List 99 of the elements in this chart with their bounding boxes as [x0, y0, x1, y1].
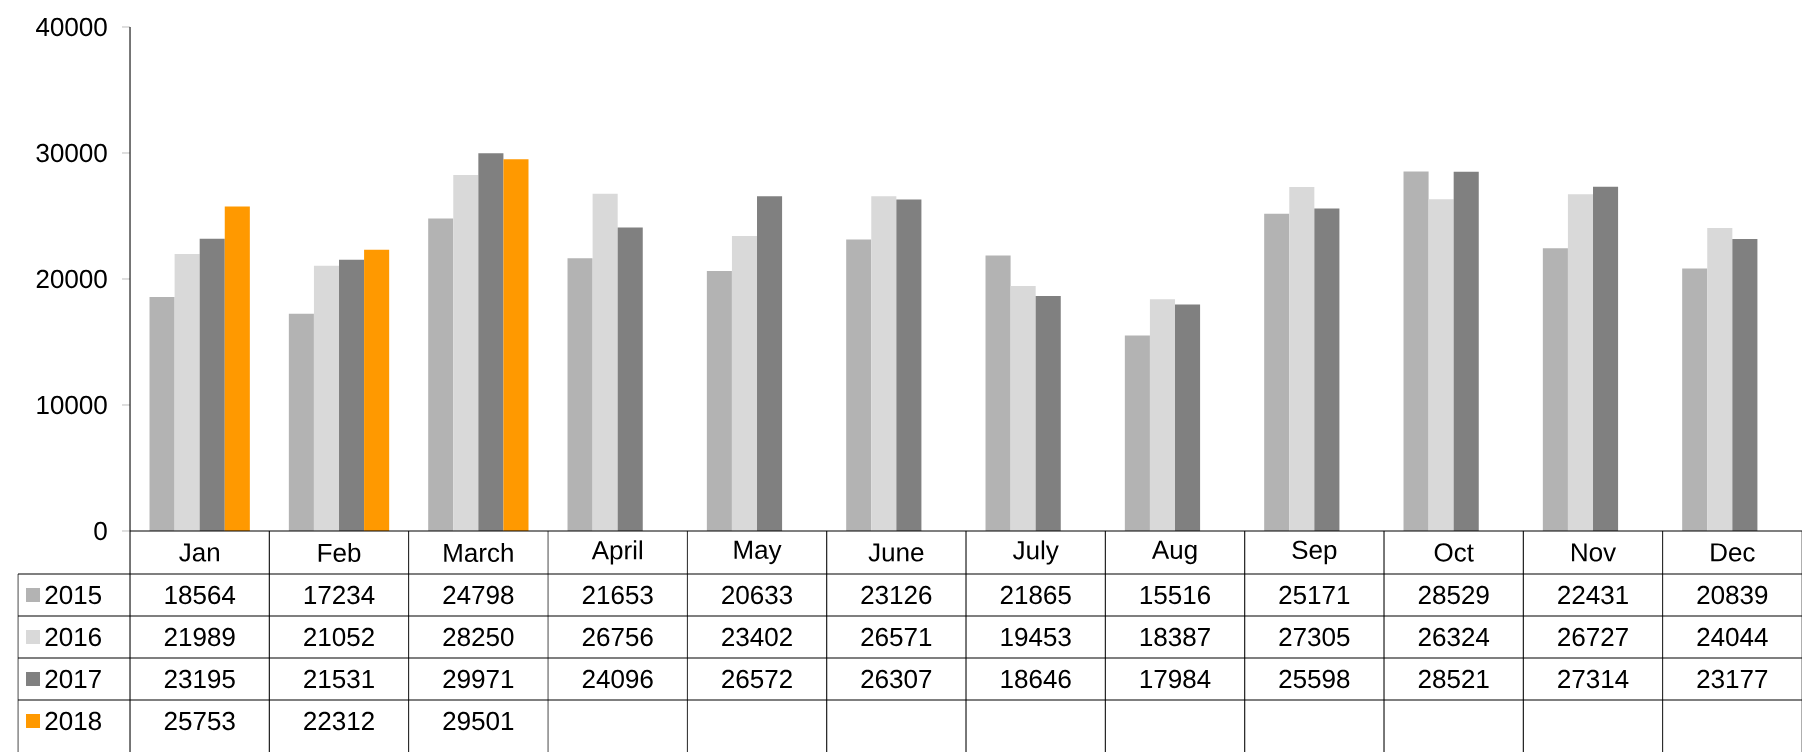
data-label: 23195 — [164, 669, 235, 689]
bar — [1542, 248, 1568, 531]
data-label: 27314 — [1558, 669, 1629, 689]
bar — [364, 249, 390, 531]
bar — [871, 196, 897, 531]
data-label: 23402 — [722, 627, 792, 647]
bar — [1593, 186, 1619, 531]
bar — [1453, 171, 1479, 531]
data-label: 21865 — [1000, 585, 1071, 605]
bar — [1428, 199, 1454, 531]
bar — [617, 227, 643, 531]
data-label: 18646 — [1001, 669, 1071, 689]
data-label: 18564 — [165, 585, 236, 605]
bar — [1707, 228, 1733, 531]
bar — [288, 313, 314, 531]
data-label: 26571 — [861, 627, 932, 647]
bar — [1403, 171, 1429, 531]
bar — [313, 265, 340, 531]
data-label: 22312 — [304, 711, 374, 731]
y-tick-label: 20000 — [36, 269, 107, 289]
data-label: 15516 — [1140, 585, 1210, 605]
bar — [567, 258, 593, 531]
bar — [1289, 186, 1315, 531]
bar — [149, 297, 175, 531]
bar — [1314, 208, 1340, 531]
legend-label: 2016 — [45, 627, 101, 647]
data-label: 24044 — [1697, 627, 1768, 647]
data-label: 19453 — [1001, 627, 1071, 647]
bar — [428, 218, 454, 531]
x-tick-label: Aug — [1151, 540, 1197, 565]
data-label: 26307 — [861, 669, 932, 689]
x-tick-label: June — [868, 543, 924, 562]
x-tick-label: March — [444, 542, 513, 563]
bar — [757, 196, 783, 531]
bar — [503, 159, 529, 531]
data-label: 17984 — [1140, 669, 1211, 689]
data-label: 29971 — [443, 669, 514, 689]
bar — [453, 175, 479, 531]
data-label: 20839 — [1697, 585, 1768, 605]
data-label: 21989 — [164, 627, 235, 647]
x-tick-label: Dec — [1711, 543, 1755, 562]
legend-label: 2018 — [45, 711, 101, 731]
data-label: 26572 — [722, 669, 792, 689]
data-label: 25171 — [1279, 585, 1350, 605]
data-label: 26756 — [582, 627, 653, 647]
data-label: 28529 — [1418, 585, 1489, 605]
x-tick-label: April — [591, 540, 642, 565]
data-label: 21653 — [582, 585, 653, 605]
data-label: 23177 — [1697, 669, 1768, 689]
bar — [846, 239, 872, 531]
x-tick-label: Feb — [318, 542, 361, 563]
data-label: 18387 — [1140, 627, 1210, 647]
y-tick-label: 10000 — [37, 395, 107, 415]
data-label: 25753 — [164, 711, 235, 731]
bar — [1175, 304, 1201, 531]
bar — [1682, 268, 1708, 531]
bar — [224, 206, 250, 531]
bar — [1010, 285, 1036, 531]
bar — [706, 271, 732, 531]
data-label: 24798 — [443, 585, 514, 605]
x-tick-label: Sep — [1292, 540, 1337, 565]
data-label: 24096 — [582, 669, 653, 689]
bar — [1035, 296, 1061, 531]
data-label: 28250 — [443, 627, 514, 647]
data-label: 29501 — [443, 711, 514, 731]
x-tick-label: July — [1012, 540, 1059, 565]
data-label: 23126 — [861, 585, 932, 605]
data-label: 20633 — [722, 585, 793, 605]
bar — [1149, 299, 1176, 531]
data-label: 17234 — [304, 585, 375, 605]
bar — [1567, 194, 1594, 531]
y-tick-label: 0 — [94, 521, 107, 541]
y-tick-label: 40000 — [36, 17, 107, 37]
bar — [339, 259, 365, 531]
bar — [1124, 335, 1150, 531]
y-tick-label: 30000 — [36, 143, 107, 163]
x-tick-label: Nov — [1572, 543, 1617, 562]
x-tick-label: May — [734, 540, 782, 565]
bar — [174, 253, 200, 531]
bar — [1732, 238, 1758, 531]
data-label: 27305 — [1279, 627, 1350, 647]
x-tick-label: Oct — [1434, 543, 1474, 562]
data-label: 28521 — [1418, 669, 1489, 689]
bar — [1264, 213, 1290, 531]
legend-label: 2017 — [45, 669, 101, 689]
data-label: 22431 — [1558, 585, 1628, 605]
bar — [731, 236, 758, 531]
data-label: 25598 — [1279, 669, 1350, 689]
bar — [199, 238, 225, 531]
bar — [478, 153, 504, 531]
bar — [592, 193, 618, 531]
x-tick-label: Jan — [179, 543, 219, 562]
bar — [896, 199, 922, 531]
data-label: 21531 — [304, 669, 374, 689]
data-label: 26324 — [1418, 627, 1490, 647]
data-label: 21052 — [304, 627, 374, 647]
data-label: 26727 — [1558, 627, 1628, 647]
bar — [985, 255, 1011, 531]
legend-label: 2015 — [45, 585, 102, 605]
